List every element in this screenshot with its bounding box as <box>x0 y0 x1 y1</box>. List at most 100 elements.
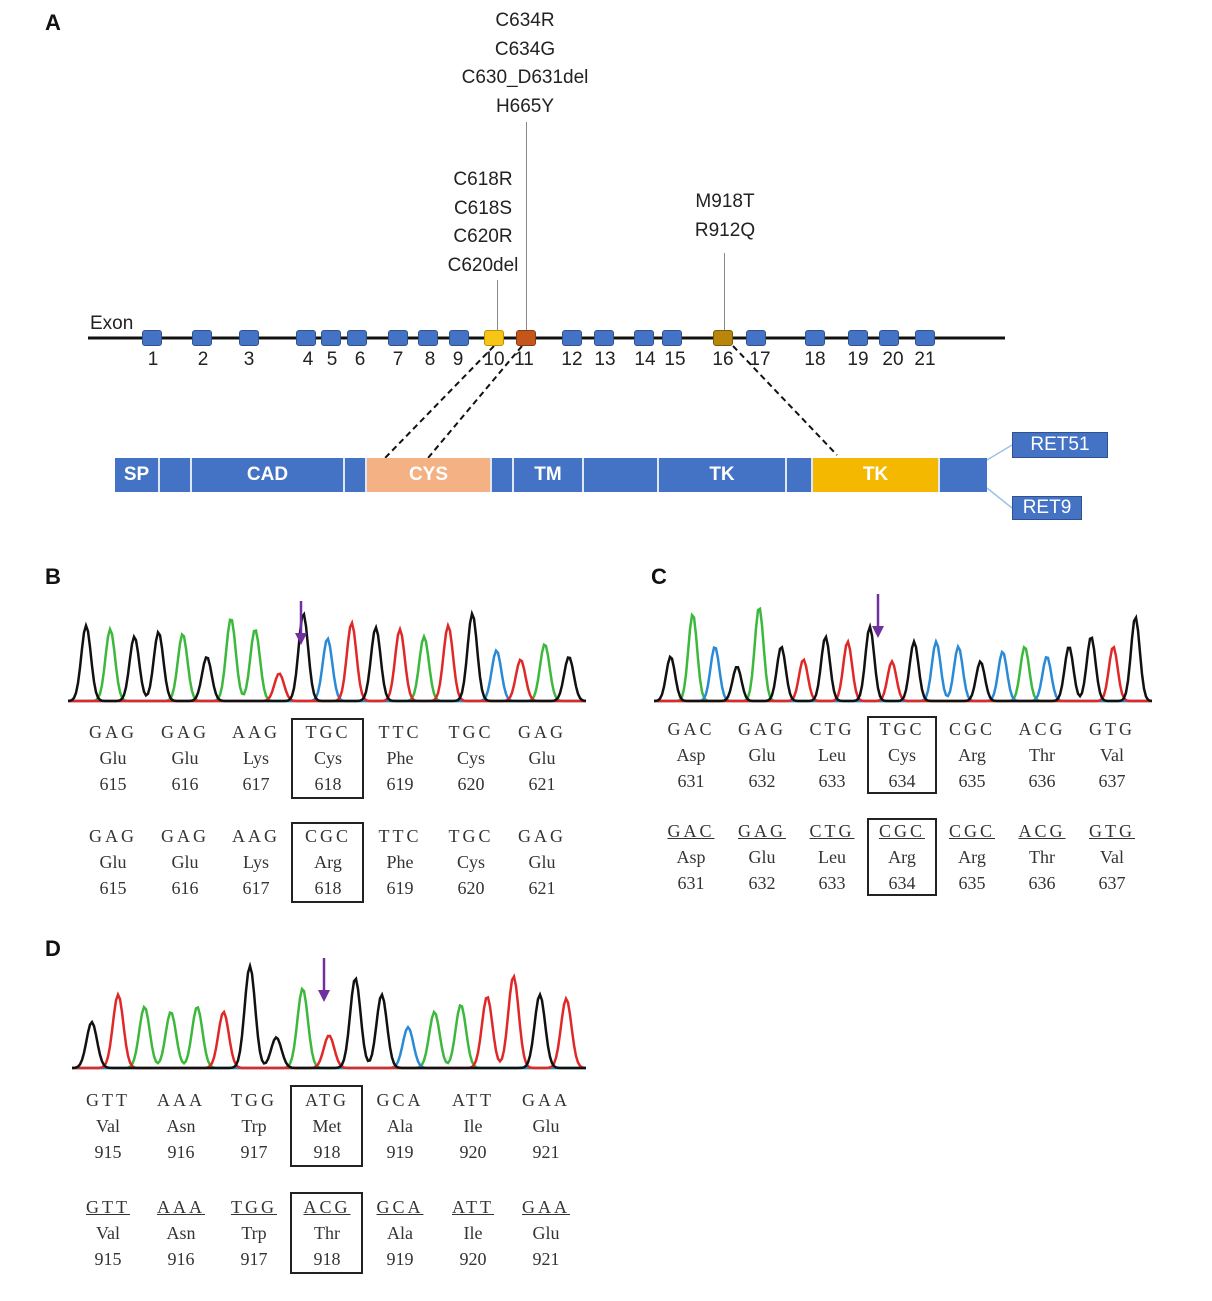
wild-po-cell: 621 <box>528 774 556 794</box>
mutant-aa-cell: Thr <box>314 1223 340 1243</box>
mutant-aa-cell: Glu <box>528 852 556 872</box>
exon-number: 13 <box>594 349 616 370</box>
isoform-ret9: RET9 <box>1012 496 1082 520</box>
mutation-codon-box <box>290 1192 363 1274</box>
exon-number: 1 <box>147 349 159 370</box>
exon-10 <box>484 330 504 346</box>
wild-codon-cell: ATG <box>305 1090 349 1110</box>
wild-aa-cell: Cys <box>456 748 485 768</box>
wild-aa-cell: Arg <box>958 745 986 765</box>
mutant-po-cell: 637 <box>1098 873 1126 893</box>
exon-15 <box>662 330 682 346</box>
mutant-po-cell: 631 <box>677 873 705 893</box>
mutant-po-cell: 620 <box>457 878 485 898</box>
wild-codon-cell: GAG <box>89 722 137 742</box>
mutant-aa-cell: Cys <box>456 852 485 872</box>
mutant-codon-cell: ATT <box>452 1197 494 1217</box>
wild-po-cell: 631 <box>677 771 705 791</box>
mutant-po-cell: 917 <box>240 1249 268 1269</box>
wild-aa-cell: Val <box>1100 745 1124 765</box>
wild-po-cell: 918 <box>313 1142 341 1162</box>
wild-aa-cell: Glu <box>532 1116 560 1136</box>
mutant-aa-cell: Phe <box>386 852 414 872</box>
exon-number: 14 <box>634 349 656 370</box>
exon-16 <box>713 330 733 346</box>
panel-label-d: D <box>45 936 61 961</box>
exon-number: 4 <box>302 349 314 370</box>
exon-number: 18 <box>804 349 826 370</box>
mutant-codon-cell: AAA <box>157 1197 205 1217</box>
mutant-codon-cell: GAG <box>738 821 786 841</box>
exon-3 <box>239 330 259 346</box>
mutant-po-cell: 634 <box>888 873 916 893</box>
wild-codon-cell: CTG <box>809 719 855 739</box>
wild-po-cell: 919 <box>386 1142 414 1162</box>
exon-1 <box>142 330 162 346</box>
exon-17 <box>746 330 766 346</box>
exon-20 <box>879 330 899 346</box>
wild-po-cell: 633 <box>818 771 846 791</box>
mutant-po-cell: 636 <box>1028 873 1056 893</box>
domain-spacer <box>345 458 367 492</box>
exon-number: 16 <box>712 349 734 370</box>
wild-codon-cell: GAG <box>518 722 566 742</box>
trace-g <box>68 618 586 703</box>
mutant-codon-cell: TGG <box>231 1197 277 1217</box>
wild-codon-cell: GAA <box>522 1090 570 1110</box>
mutation-label: C634R <box>495 10 555 31</box>
isoform-connector <box>986 444 1013 461</box>
exon-label: Exon <box>90 313 134 334</box>
mutant-po-cell: 619 <box>386 878 414 898</box>
mutant-codon-cell: ACG <box>1018 821 1066 841</box>
exon-14 <box>634 330 654 346</box>
exon-19 <box>848 330 868 346</box>
chromatogram-trace <box>72 962 586 1070</box>
exon-18 <box>805 330 825 346</box>
wild-aa-cell: Asp <box>676 745 706 765</box>
wild-po-cell: 921 <box>532 1142 560 1162</box>
mutant-codon-cell: TGC <box>448 826 494 846</box>
wild-po-cell: 618 <box>314 774 342 794</box>
wild-aa-cell: Glu <box>171 748 199 768</box>
mutant-codon-cell: GAG <box>518 826 566 846</box>
domain-cys: CYS <box>367 458 492 492</box>
wild-codon-cell: GAG <box>738 719 786 739</box>
wild-codon-cell: AAG <box>232 722 280 742</box>
exon-6 <box>347 330 367 346</box>
mutant-codon-cell: TTC <box>378 826 422 846</box>
wild-aa-cell: Leu <box>818 745 846 765</box>
mutation-pointer-line <box>526 122 527 332</box>
wild-codon-cell: GAC <box>667 719 715 739</box>
wild-aa-cell: Ala <box>387 1116 413 1136</box>
domain-sp: SP <box>115 458 160 492</box>
mutant-aa-cell: Asn <box>166 1223 196 1243</box>
panel-label-b: B <box>45 564 61 589</box>
wild-codon-cell: TGC <box>448 722 494 742</box>
mutant-aa-cell: Trp <box>241 1223 267 1243</box>
wild-po-cell: 636 <box>1028 771 1056 791</box>
mutant-po-cell: 635 <box>958 873 986 893</box>
wild-po-cell: 620 <box>457 774 485 794</box>
mutant-codon-cell: ACG <box>303 1197 351 1217</box>
mutations-exon-16: M918T R912Q <box>625 188 825 245</box>
mutation-codon-box <box>867 818 937 896</box>
mutant-aa-cell: Val <box>1100 847 1124 867</box>
exon-number: 2 <box>197 349 209 370</box>
mutant-aa-cell: Glu <box>99 852 127 872</box>
wild-codon-cell: GTT <box>86 1090 130 1110</box>
mutation-label: C630_D631del <box>461 67 589 88</box>
mutant-aa-cell: Arg <box>958 847 986 867</box>
mutant-codon-cell: GAG <box>89 826 137 846</box>
mutation-label: M918T <box>695 191 755 212</box>
exon-7 <box>388 330 408 346</box>
wild-po-cell: 637 <box>1098 771 1126 791</box>
wild-codon-cell: ACG <box>1018 719 1066 739</box>
wild-po-cell: 632 <box>748 771 776 791</box>
wild-codon-cell: TGG <box>231 1090 277 1110</box>
dashed-connector <box>732 345 838 456</box>
mutant-codon-cell: GTT <box>86 1197 130 1217</box>
mutant-aa-cell: Leu <box>818 847 846 867</box>
trace-r <box>68 619 586 703</box>
domain-tk-highlight: TK <box>813 458 940 492</box>
mutation-codon-box <box>290 1085 363 1167</box>
